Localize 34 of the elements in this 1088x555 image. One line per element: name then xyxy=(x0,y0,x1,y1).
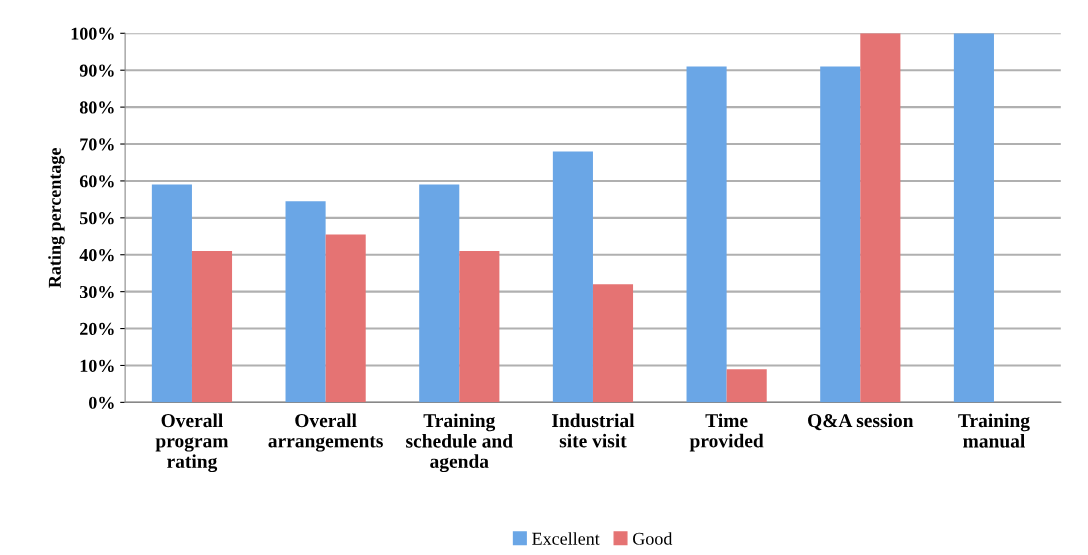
x-tick-label: Time provided xyxy=(689,413,764,452)
bar xyxy=(860,33,901,403)
x-tick-label: Training schedule and agenda xyxy=(406,413,513,473)
y-tick-label: 20% xyxy=(80,322,114,336)
y-tick-label: 70% xyxy=(80,138,114,151)
x-tick-label: Training manual xyxy=(958,413,1030,448)
bar xyxy=(686,66,727,403)
legend-label: Excellent xyxy=(532,532,600,545)
bar xyxy=(285,201,326,403)
x-tick-label: Industrial site visit xyxy=(552,413,635,448)
bar xyxy=(419,184,460,403)
bar xyxy=(726,369,767,403)
x-tick-label: Overall arrangements xyxy=(268,413,383,452)
y-tick-label: 60% xyxy=(79,175,114,188)
y-axis-title: Rating percentage xyxy=(48,148,65,288)
bar xyxy=(592,284,634,403)
bar xyxy=(151,184,192,403)
y-tick-label: 100% xyxy=(71,27,114,40)
y-tick-label: 30% xyxy=(79,285,114,299)
bar xyxy=(459,251,500,403)
bar xyxy=(953,33,994,403)
y-tick-label: 40% xyxy=(79,249,114,262)
y-tick-label: 0% xyxy=(89,396,114,409)
y-tick-label: 10% xyxy=(80,359,114,372)
bar xyxy=(191,251,233,403)
y-tick-label: 50% xyxy=(80,212,114,225)
y-tick-label: 80% xyxy=(79,101,114,114)
bar xyxy=(552,151,593,403)
bar xyxy=(820,66,861,403)
x-tick-label: Q&A session xyxy=(808,413,914,431)
x-tick-label: Overall program rating xyxy=(155,413,229,473)
y-tick-label: 90% xyxy=(79,64,114,77)
bar xyxy=(325,234,366,403)
legend-label: Good xyxy=(633,532,673,545)
